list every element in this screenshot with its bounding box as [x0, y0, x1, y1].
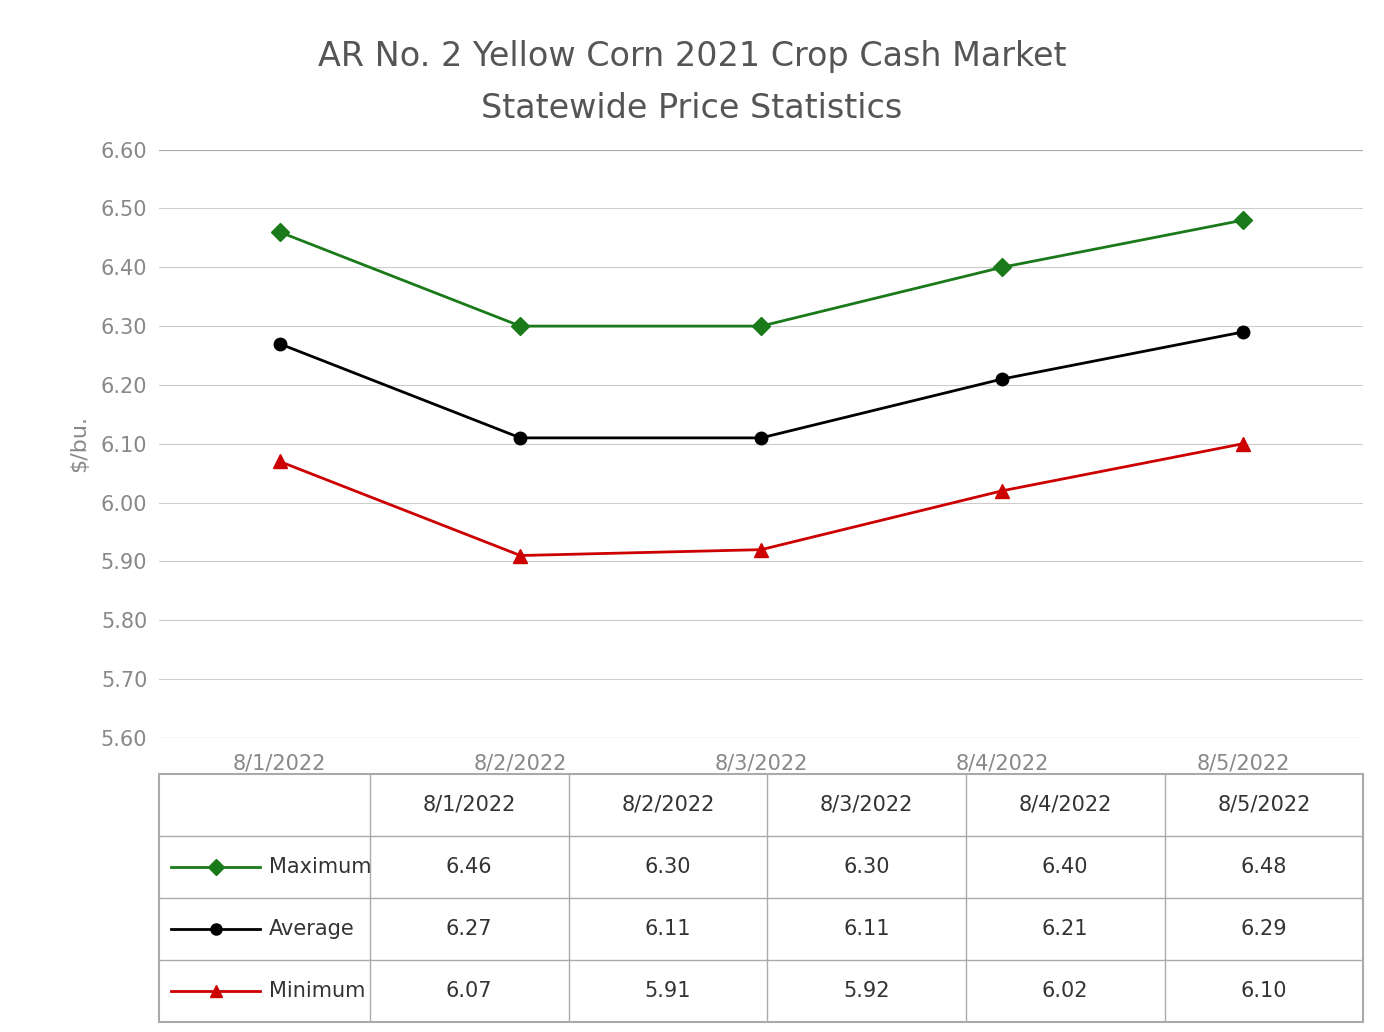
Maximum — [1235, 214, 1251, 226]
Average — [994, 373, 1010, 385]
Text: AR No. 2 Yellow Corn 2021 Crop Cash Market: AR No. 2 Yellow Corn 2021 Crop Cash Mark… — [318, 40, 1066, 73]
Text: 6.46: 6.46 — [446, 857, 493, 877]
Minimum — [271, 455, 288, 467]
Text: 6.21: 6.21 — [1042, 918, 1088, 939]
Text: 8/3/2022: 8/3/2022 — [819, 795, 913, 815]
Text: 6.48: 6.48 — [1240, 857, 1287, 877]
Text: 6.07: 6.07 — [446, 980, 493, 1001]
Text: 5.92: 5.92 — [843, 980, 890, 1001]
Maximum — [994, 261, 1010, 273]
Line: Maximum: Maximum — [273, 214, 1250, 332]
Minimum — [753, 544, 770, 556]
Y-axis label: $/bu.: $/bu. — [69, 415, 90, 473]
Text: 5.91: 5.91 — [645, 980, 691, 1001]
Minimum — [512, 549, 529, 561]
Average — [753, 431, 770, 444]
Maximum — [271, 226, 288, 238]
Average — [512, 431, 529, 444]
Maximum — [753, 320, 770, 332]
Text: 6.11: 6.11 — [645, 918, 691, 939]
Text: Average: Average — [268, 918, 354, 939]
Text: Minimum: Minimum — [268, 980, 365, 1001]
Text: Statewide Price Statistics: Statewide Price Statistics — [482, 92, 902, 125]
Maximum — [512, 320, 529, 332]
Text: 6.02: 6.02 — [1042, 980, 1088, 1001]
Minimum — [994, 485, 1010, 497]
Text: 8/5/2022: 8/5/2022 — [1217, 795, 1311, 815]
Text: Maximum: Maximum — [268, 857, 371, 877]
Text: 6.11: 6.11 — [843, 918, 890, 939]
Text: 6.29: 6.29 — [1240, 918, 1287, 939]
Minimum — [1235, 438, 1251, 450]
Text: 8/4/2022: 8/4/2022 — [1019, 795, 1111, 815]
Text: 6.30: 6.30 — [843, 857, 890, 877]
Text: 6.10: 6.10 — [1240, 980, 1287, 1001]
Text: 6.27: 6.27 — [446, 918, 493, 939]
Text: 8/2/2022: 8/2/2022 — [621, 795, 714, 815]
Line: Average: Average — [273, 326, 1250, 444]
Average — [1235, 326, 1251, 338]
Text: 6.30: 6.30 — [645, 857, 691, 877]
Text: 6.40: 6.40 — [1042, 857, 1088, 877]
Line: Minimum: Minimum — [273, 437, 1250, 562]
Average — [271, 337, 288, 350]
Text: 8/1/2022: 8/1/2022 — [422, 795, 516, 815]
